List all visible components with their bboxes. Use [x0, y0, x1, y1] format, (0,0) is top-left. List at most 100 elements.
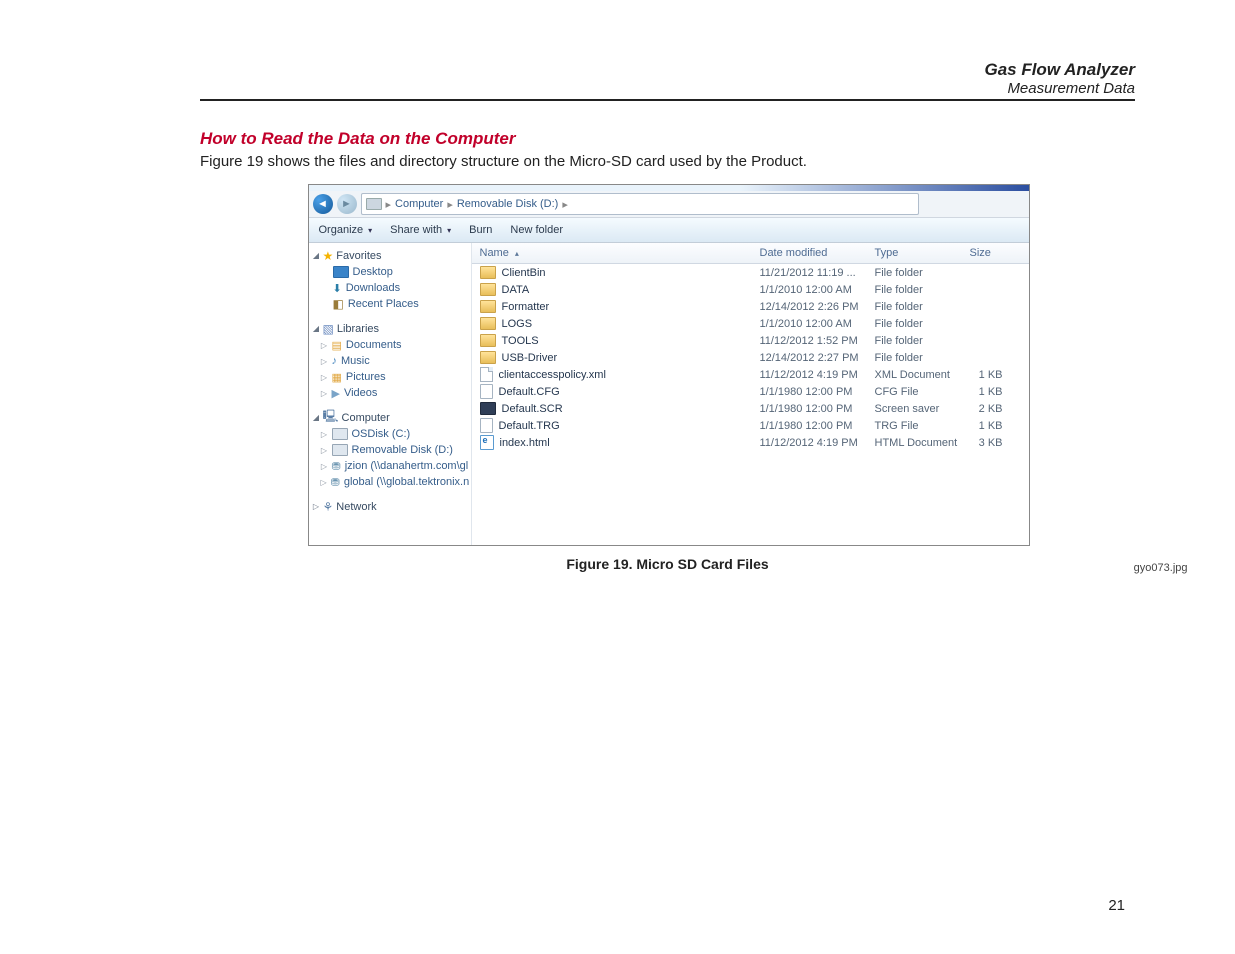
- sidebar-item-downloads[interactable]: ⬇ Downloads: [311, 280, 469, 296]
- html-file-icon: [480, 435, 494, 450]
- file-row[interactable]: USB-Driver12/14/2012 2:27 PMFile folder: [472, 349, 1029, 366]
- sidebar-item-label: jzion (\\danahertm.com\gl: [345, 460, 469, 472]
- sidebar-item-osdisk[interactable]: ▷ OSDisk (C:): [311, 426, 469, 442]
- header-subtitle: Measurement Data: [200, 80, 1135, 97]
- file-row[interactable]: ClientBin11/21/2012 11:19 ...File folder: [472, 264, 1029, 281]
- share-with-button[interactable]: Share with: [390, 224, 451, 236]
- explorer-window: ◄ ► ▸ Computer ▸ Removable Disk (D:) ▸ O…: [308, 184, 1030, 546]
- file-date: 12/14/2012 2:27 PM: [760, 352, 875, 364]
- figure-wrapper: ◄ ► ▸ Computer ▸ Removable Disk (D:) ▸ O…: [308, 184, 1028, 572]
- monitor-icon: [333, 266, 349, 278]
- col-date[interactable]: Date modified: [760, 247, 875, 259]
- col-type[interactable]: Type: [875, 247, 970, 259]
- pictures-icon: ▦: [332, 371, 342, 384]
- image-reference: gyo073.jpg: [1134, 562, 1188, 574]
- folder-icon: [480, 317, 496, 330]
- sidebar-item-label: Removable Disk (D:): [352, 444, 453, 456]
- drive-icon: [332, 428, 348, 440]
- chevron-icon: ▸: [386, 198, 392, 211]
- sidebar-group-computer[interactable]: ◢ 🖳 Computer: [311, 409, 469, 426]
- file-row[interactable]: DATA1/1/2010 12:00 AMFile folder: [472, 281, 1029, 298]
- col-size[interactable]: Size: [970, 247, 1029, 259]
- sidebar-group-favorites[interactable]: ◢ ★ Favorites: [311, 247, 469, 264]
- file-list-pane: Name Date modified Type Size ClientBin11…: [472, 243, 1029, 545]
- sidebar-item-pictures[interactable]: ▷ ▦ Pictures: [311, 369, 469, 385]
- breadcrumb[interactable]: ▸ Computer ▸ Removable Disk (D:) ▸: [361, 193, 919, 215]
- col-name[interactable]: Name: [472, 247, 760, 259]
- file-name: Default.CFG: [499, 386, 560, 398]
- explorer-toolbar: Organize Share with Burn New folder: [309, 218, 1029, 243]
- explorer-body: ◢ ★ Favorites Desktop ⬇ Downloads ◧ R: [309, 243, 1029, 545]
- crumb-computer[interactable]: Computer: [395, 198, 443, 210]
- page-number: 21: [1108, 897, 1125, 914]
- download-icon: ⬇: [333, 282, 342, 295]
- sidebar-item-videos[interactable]: ▷ ▶ Videos: [311, 385, 469, 401]
- collapse-icon: ◢: [313, 251, 320, 260]
- file-row[interactable]: clientaccesspolicy.xml11/12/2012 4:19 PM…: [472, 366, 1029, 383]
- sidebar-item-label: Downloads: [346, 282, 400, 294]
- file-type: CFG File: [875, 386, 970, 398]
- sidebar-item-removable[interactable]: ▷ Removable Disk (D:): [311, 442, 469, 458]
- section-title: How to Read the Data on the Computer: [200, 129, 1135, 149]
- figure-caption: Figure 19. Micro SD Card Files: [308, 556, 1028, 572]
- chevron-icon: ▸: [447, 198, 453, 211]
- sidebar-item-recent[interactable]: ◧ Recent Places: [311, 296, 469, 312]
- sidebar-item-documents[interactable]: ▷ ▤ Documents: [311, 337, 469, 353]
- file-name: index.html: [500, 437, 550, 449]
- music-icon: ♪: [332, 355, 338, 367]
- file-size: 1 KB: [970, 369, 1029, 381]
- file-type: XML Document: [875, 369, 970, 381]
- folder-icon: [480, 334, 496, 347]
- file-type: HTML Document: [875, 437, 970, 449]
- sidebar-group-network[interactable]: ▷ ⚘ Network: [311, 498, 469, 515]
- nav-back-button[interactable]: ◄: [313, 194, 333, 214]
- sidebar-item-music[interactable]: ▷ ♪ Music: [311, 353, 469, 369]
- sidebar-item-label: Music: [341, 355, 370, 367]
- expand-icon: ▷: [321, 478, 327, 487]
- file-name: clientaccesspolicy.xml: [499, 369, 606, 381]
- sidebar-item-netdrive1[interactable]: ▷ ⛃ jzion (\\danahertm.com\gl: [311, 458, 469, 474]
- file-row[interactable]: Default.SCR1/1/1980 12:00 PMScreen saver…: [472, 400, 1029, 417]
- chevron-icon: ▸: [562, 198, 568, 211]
- documents-icon: ▤: [332, 339, 342, 352]
- file-row[interactable]: index.html11/12/2012 4:19 PMHTML Documen…: [472, 434, 1029, 451]
- document-page: Gas Flow Analyzer Measurement Data How t…: [0, 0, 1235, 954]
- organize-button[interactable]: Organize: [319, 224, 373, 236]
- file-date: 1/1/1980 12:00 PM: [760, 420, 875, 432]
- sidebar-item-label: Desktop: [353, 266, 393, 278]
- file-name: LOGS: [502, 318, 533, 330]
- file-name: Formatter: [502, 301, 550, 313]
- sidebar-item-label: OSDisk (C:): [352, 428, 411, 440]
- address-bar: ◄ ► ▸ Computer ▸ Removable Disk (D:) ▸: [309, 191, 1029, 218]
- file-type: File folder: [875, 352, 970, 364]
- sidebar-label: Libraries: [337, 323, 379, 335]
- file-row[interactable]: TOOLS11/12/2012 1:52 PMFile folder: [472, 332, 1029, 349]
- file-row[interactable]: Formatter12/14/2012 2:26 PMFile folder: [472, 298, 1029, 315]
- nav-forward-button[interactable]: ►: [337, 194, 357, 214]
- file-size: 1 KB: [970, 420, 1029, 432]
- crumb-drive[interactable]: Removable Disk (D:): [457, 198, 558, 210]
- file-name: ClientBin: [502, 267, 546, 279]
- folder-icon: [480, 300, 496, 313]
- file-date: 1/1/1980 12:00 PM: [760, 386, 875, 398]
- sidebar-item-label: Videos: [344, 387, 377, 399]
- file-type: File folder: [875, 318, 970, 330]
- sidebar-group-libraries[interactable]: ◢ ▧ Libraries: [311, 320, 469, 337]
- burn-button[interactable]: Burn: [469, 224, 492, 236]
- section-text: Figure 19 shows the files and directory …: [200, 153, 1135, 170]
- file-name: Default.TRG: [499, 420, 560, 432]
- file-icon: [480, 384, 493, 399]
- file-row[interactable]: Default.CFG1/1/1980 12:00 PMCFG File1 KB: [472, 383, 1029, 400]
- file-row[interactable]: Default.TRG1/1/1980 12:00 PMTRG File1 KB: [472, 417, 1029, 434]
- file-type: File folder: [875, 301, 970, 313]
- expand-icon: ▷: [321, 462, 328, 471]
- sidebar-label: Network: [336, 501, 376, 513]
- sidebar-item-desktop[interactable]: Desktop: [311, 264, 469, 280]
- new-folder-button[interactable]: New folder: [510, 224, 563, 236]
- file-name: TOOLS: [502, 335, 539, 347]
- sidebar-item-netdrive2[interactable]: ▷ ⛃ global (\\global.tektronix.n: [311, 474, 469, 490]
- file-row[interactable]: LOGS 1/1/2010 12:00 AMFile folder: [472, 315, 1029, 332]
- file-list: ClientBin11/21/2012 11:19 ...File folder…: [472, 264, 1029, 545]
- file-date: 1/1/2010 12:00 AM: [760, 318, 875, 330]
- expand-icon: ▷: [321, 430, 328, 439]
